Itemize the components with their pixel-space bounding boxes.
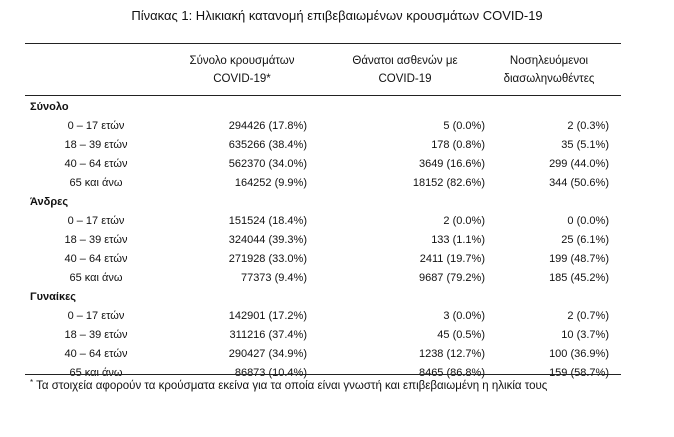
header-total-cases: Σύνολο κρουσμάτων COVID-19* <box>162 52 322 88</box>
deaths-cell: 2 (0.0%) <box>443 214 485 227</box>
deaths-cell: 2411 (19.7%) <box>419 252 485 265</box>
intubated-cell: 344 (50.6%) <box>549 176 609 189</box>
table-row: 40 – 64 ετών 290427 (34.9%) 1238 (12.7%)… <box>30 344 609 363</box>
age-group: 0 – 17 ετών <box>67 309 125 322</box>
age-group: 40 – 64 ετών <box>64 157 128 170</box>
header-deaths: Θάνατοι ασθενών με COVID-19 <box>325 52 485 88</box>
age-group: 40 – 64 ετών <box>64 347 128 360</box>
bottom-rule <box>25 374 621 375</box>
cases-cell: 86873 (10.4%) <box>234 366 307 379</box>
top-rule <box>25 43 621 44</box>
age-group: 18 – 39 ετών <box>64 328 128 341</box>
header-rule <box>25 95 621 96</box>
section-row: Γυναίκες <box>30 287 609 306</box>
header-intubated-line1: Νοσηλευόμενοι <box>509 55 589 67</box>
deaths-cell: 18152 (82.6%) <box>412 176 485 189</box>
cases-cell: 635266 (38.4%) <box>228 138 307 151</box>
deaths-cell: 5 (0.0%) <box>443 119 485 132</box>
table-row: 65 και άνω 86873 (10.4%) 8465 (86.8%) 15… <box>30 363 609 382</box>
age-group: 65 και άνω <box>69 366 123 379</box>
footnote-marker: * <box>30 378 34 387</box>
deaths-cell: 3649 (16.6%) <box>418 157 485 170</box>
header-intubated: Νοσηλευόμενοι διασωληνωθέντες <box>469 52 629 88</box>
section-row: Άνδρες <box>30 192 609 211</box>
table-row: 18 – 39 ετών 324044 (39.3%) 133 (1.1%) 2… <box>30 230 609 249</box>
cases-cell: 271928 (33.0%) <box>228 252 307 265</box>
intubated-cell: 10 (3.7%) <box>561 328 609 341</box>
table-row: 18 – 39 ετών 311216 (37.4%) 45 (0.5%) 10… <box>30 325 609 344</box>
header-total-cases-line2: COVID-19* <box>213 73 271 85</box>
cases-cell: 311216 (37.4%) <box>229 328 307 341</box>
table-title: Πίνακας 1: Ηλικιακή κατανομή επιβεβαιωμέ… <box>131 8 543 23</box>
cases-cell: 164252 (9.9%) <box>234 176 307 189</box>
intubated-cell: 100 (36.9%) <box>549 347 609 360</box>
deaths-cell: 133 (1.1%) <box>431 233 485 246</box>
age-group: 18 – 39 ετών <box>64 233 128 246</box>
footnote-text: Τα στοιχεία αφορούν τα κρούσματα εκείνα … <box>36 380 548 392</box>
age-group: 40 – 64 ετών <box>64 252 128 265</box>
intubated-cell: 25 (6.1%) <box>561 233 609 246</box>
deaths-cell: 3 (0.0%) <box>443 309 485 322</box>
intubated-cell: 2 (0.7%) <box>567 309 609 322</box>
cases-cell: 151524 (18.4%) <box>228 214 307 227</box>
table-row: 0 – 17 ετών 294426 (17.8%) 5 (0.0%) 2 (0… <box>30 116 609 135</box>
header-total-cases-line1: Σύνολο κρουσμάτων <box>189 55 295 67</box>
age-group: 65 και άνω <box>69 176 123 189</box>
age-group: 18 – 39 ετών <box>64 138 128 151</box>
intubated-cell: 2 (0.3%) <box>567 119 609 132</box>
intubated-cell: 185 (45.2%) <box>549 271 609 284</box>
header-deaths-line2: COVID-19 <box>378 73 432 85</box>
table-row: 40 – 64 ετών 562370 (34.0%) 3649 (16.6%)… <box>30 154 609 173</box>
table-row: 65 και άνω 164252 (9.9%) 18152 (82.6%) 3… <box>30 173 609 192</box>
table-row: 18 – 39 ετών 635266 (38.4%) 178 (0.8%) 3… <box>30 135 609 154</box>
data-table: Σύνολο 0 – 17 ετών 294426 (17.8%) 5 (0.0… <box>30 97 609 382</box>
section-title: Άνδρες <box>30 195 69 208</box>
deaths-cell: 178 (0.8%) <box>431 138 485 151</box>
intubated-cell: 0 (0.0%) <box>567 214 609 227</box>
cases-cell: 562370 (34.0%) <box>228 157 307 170</box>
deaths-cell: 1238 (12.7%) <box>418 347 485 360</box>
cases-cell: 324044 (39.3%) <box>228 233 307 246</box>
cases-cell: 294426 (17.8%) <box>228 119 307 132</box>
cases-cell: 142901 (17.2%) <box>228 309 307 322</box>
age-group: 0 – 17 ετών <box>67 119 125 132</box>
table-row: 65 και άνω 77373 (9.4%) 9687 (79.2%) 185… <box>30 268 609 287</box>
intubated-cell: 159 (58.7%) <box>549 366 609 379</box>
table-row: 0 – 17 ετών 142901 (17.2%) 3 (0.0%) 2 (0… <box>30 306 609 325</box>
intubated-cell: 199 (48.7%) <box>549 252 609 265</box>
header-deaths-line1: Θάνατοι ασθενών με <box>352 55 458 67</box>
section-row: Σύνολο <box>30 97 609 116</box>
deaths-cell: 9687 (79.2%) <box>418 271 485 284</box>
section-title: Γυναίκες <box>30 290 77 303</box>
cases-cell: 290427 (34.9%) <box>228 347 307 360</box>
cases-cell: 77373 (9.4%) <box>240 271 307 284</box>
intubated-cell: 299 (44.0%) <box>549 157 609 170</box>
table-row: 40 – 64 ετών 271928 (33.0%) 2411 (19.7%)… <box>30 249 609 268</box>
header-intubated-line2: διασωληνωθέντες <box>503 73 595 85</box>
age-group: 0 – 17 ετών <box>67 214 125 227</box>
table-row: 0 – 17 ετών 151524 (18.4%) 2 (0.0%) 0 (0… <box>30 211 609 230</box>
intubated-cell: 35 (5.1%) <box>561 138 609 151</box>
deaths-cell: 45 (0.5%) <box>437 328 485 341</box>
footnote: * Τα στοιχεία αφορούν τα κρούσματα εκείν… <box>30 378 548 392</box>
age-group: 65 και άνω <box>69 271 123 284</box>
deaths-cell: 8465 (86.8%) <box>418 366 485 379</box>
section-title: Σύνολο <box>30 100 69 113</box>
